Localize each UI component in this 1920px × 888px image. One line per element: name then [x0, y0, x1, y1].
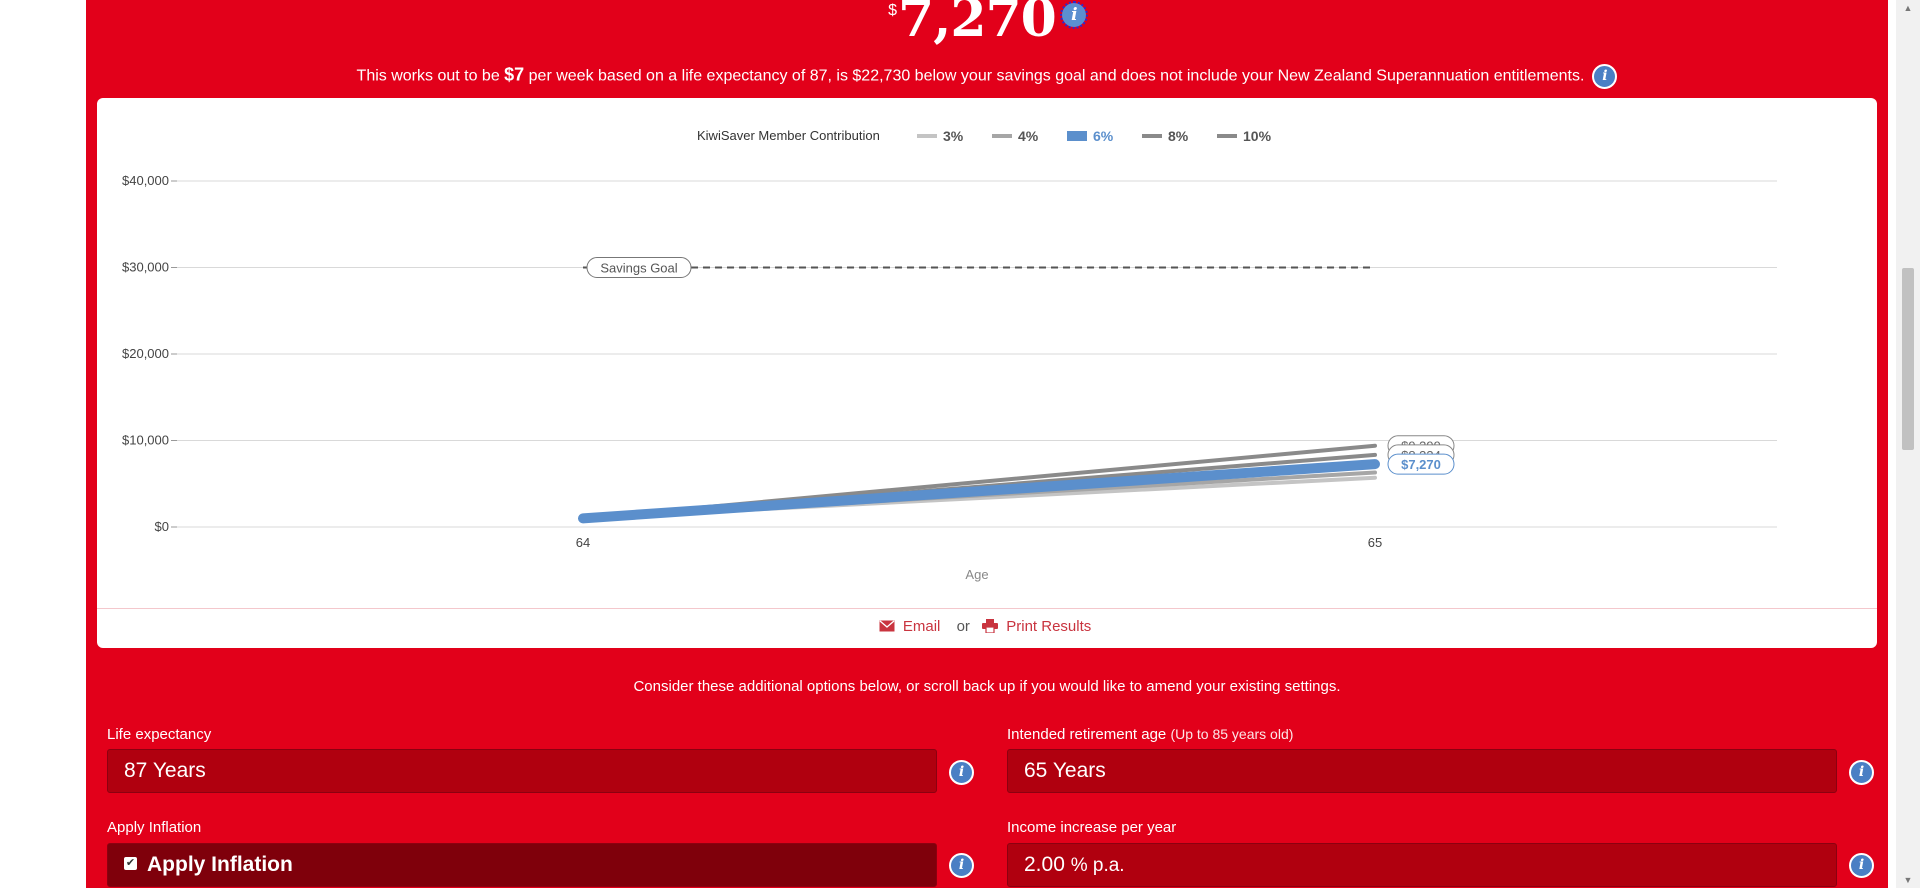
scrollbar-thumb[interactable]: [1902, 268, 1914, 450]
y-tick-label: $40,000: [122, 173, 169, 188]
savings-goal-label: Savings Goal: [600, 261, 677, 276]
life-expectancy-info-icon[interactable]: i: [949, 760, 974, 785]
legend-title: KiwiSaver Member Contribution: [697, 128, 880, 143]
x-tick-label: 64: [576, 535, 590, 550]
retirement-age-label-text: Intended retirement age: [1007, 726, 1167, 743]
income-increase-label-text: Income increase per year: [1007, 819, 1177, 836]
end-value-label: $7,270: [1401, 457, 1441, 472]
income-increase-value: 2.00: [1024, 853, 1065, 876]
end-value-badge: [1387, 453, 1455, 475]
summary-part-1: This works out to be: [356, 67, 505, 85]
legend-label-10pct: 10%: [1243, 128, 1272, 144]
summary-text: This works out to be $7 per week based o…: [86, 64, 1888, 89]
apply-inflation-value: Apply Inflation: [147, 853, 293, 876]
income-increase-field[interactable]: 2.00 % p.a.: [1007, 843, 1837, 887]
chart-panel: $0 $10,000 $20,000 $30,000 $40,000 64 65 Age Sav…: [97, 98, 1877, 648]
apply-inflation-label: Apply Inflation: [107, 819, 201, 836]
panel-divider: [97, 608, 1877, 609]
retirement-age-label: Intended retirement age (Up to 85 years …: [1007, 726, 1293, 743]
results-section: $7,270 i This works out to be $7 per week…: [86, 0, 1888, 888]
results-actions: Email or Print Results: [97, 618, 1877, 635]
vertical-scrollbar[interactable]: ▲ ▼: [1896, 0, 1920, 888]
y-tick-label: $20,000: [122, 346, 169, 361]
x-axis-label: Age: [965, 567, 988, 582]
summary-part-2: per week based on a life expectancy of 8…: [524, 67, 1585, 85]
legend-label-3pct: 3%: [943, 128, 964, 144]
scroll-up-arrow-icon[interactable]: ▲: [1903, 3, 1913, 13]
consider-text: Consider these additional options below,…: [633, 678, 1341, 695]
series-line-6pct: [578, 459, 1380, 524]
legend-swatch-4pct: [992, 134, 1012, 138]
retirement-age-info-icon[interactable]: i: [1849, 760, 1874, 785]
print-label: Print Results: [1006, 618, 1092, 635]
print-results-link[interactable]: Print Results: [982, 618, 1095, 635]
legend-swatch-3pct: [917, 134, 937, 138]
apply-inflation-field[interactable]: ✔ Apply Inflation: [107, 843, 937, 887]
income-increase-unit: % p.a.: [1070, 855, 1125, 876]
savings-goal-badge: [586, 257, 692, 278]
weekly-amount: $7: [504, 64, 525, 85]
legend-label-4pct: 4%: [1018, 128, 1039, 144]
envelope-icon: [879, 620, 895, 632]
y-tick-label: $10,000: [122, 433, 169, 448]
projected-balance: $7,270 i: [86, 0, 1888, 49]
legend-swatch-8pct: [1142, 134, 1162, 138]
y-tick-label: $0: [155, 519, 169, 534]
projected-balance-value: 7,270: [898, 0, 1057, 49]
scroll-down-arrow-icon[interactable]: ▼: [1903, 875, 1913, 885]
income-increase-info-icon[interactable]: i: [1849, 853, 1874, 878]
life-expectancy-label: Life expectancy: [107, 726, 211, 743]
apply-inflation-info-icon[interactable]: i: [949, 853, 974, 878]
currency-symbol: $: [888, 2, 897, 19]
apply-inflation-checkbox[interactable]: ✔: [124, 856, 137, 870]
retirement-age-hint: (Up to 85 years old): [1170, 726, 1294, 742]
email-link[interactable]: Email: [879, 618, 949, 635]
y-tick-label: $30,000: [122, 260, 169, 275]
projection-chart: $0 $10,000 $20,000 $30,000 $40,000 64 65 Age Sav…: [122, 128, 1777, 582]
balance-info-icon[interactable]: i: [1059, 0, 1088, 29]
printer-icon: [982, 619, 999, 634]
legend-swatch-10pct: [1217, 134, 1237, 138]
apply-inflation-label-text: Apply Inflation: [107, 819, 202, 836]
life-expectancy-label-text: Life expectancy: [107, 726, 212, 743]
legend-label-8pct: 8%: [1168, 128, 1189, 144]
summary-info-icon[interactable]: i: [1592, 64, 1618, 89]
email-label: Email: [902, 618, 941, 635]
retirement-age-field[interactable]: 65 Years: [1007, 749, 1837, 793]
life-expectancy-field[interactable]: 87 Years: [107, 749, 937, 793]
or-label: or: [956, 618, 970, 635]
x-tick-label: 65: [1368, 535, 1382, 550]
legend-label-6pct: 6%: [1093, 128, 1114, 144]
legend-swatch-6pct: [1067, 131, 1087, 141]
income-increase-label: Income increase per year: [1007, 819, 1176, 836]
